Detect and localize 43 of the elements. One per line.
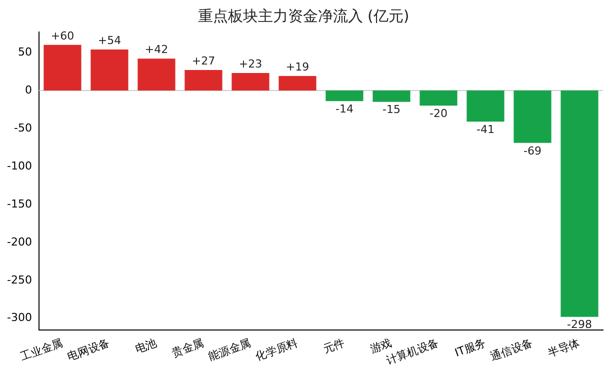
bar xyxy=(372,90,410,102)
y-tick-label: -200 xyxy=(6,235,32,248)
bar xyxy=(514,90,552,143)
chart-title: 重点板块主力资金净流入 (亿元) xyxy=(198,6,410,25)
bar xyxy=(278,76,316,90)
y-tick-label: -50 xyxy=(14,121,32,134)
y-tick-label: -100 xyxy=(6,159,32,172)
data-label: +60 xyxy=(50,29,74,42)
x-tick-label: 能源金属 xyxy=(206,336,252,364)
data-label: +54 xyxy=(98,34,122,47)
bar xyxy=(90,49,128,90)
bar xyxy=(232,73,270,90)
bar xyxy=(326,90,364,102)
bar xyxy=(466,90,504,122)
data-label: +42 xyxy=(144,42,168,56)
y-tick-label: -250 xyxy=(6,273,32,286)
data-label: +23 xyxy=(238,57,262,70)
data-label: -69 xyxy=(524,144,542,158)
x-tick-label: 工业金属 xyxy=(18,336,64,364)
bar xyxy=(138,58,176,90)
y-tick-label: 50 xyxy=(18,45,32,58)
bar xyxy=(560,90,598,317)
x-tick-label: 电网设备 xyxy=(66,336,112,364)
data-label: -15 xyxy=(382,103,400,116)
bar xyxy=(44,44,82,90)
bar xyxy=(420,90,458,106)
data-label: -298 xyxy=(567,318,592,332)
y-tick-label: -150 xyxy=(6,197,32,210)
x-tick-label: IT服务 xyxy=(453,336,488,360)
data-label: +27 xyxy=(192,54,216,68)
x-tick-label: 电池 xyxy=(133,336,158,356)
x-tick-label: 元件 xyxy=(321,336,346,356)
x-tick-label: 半导体 xyxy=(546,336,582,360)
bar xyxy=(184,70,222,90)
data-label: +19 xyxy=(286,60,310,74)
y-tick-label: -300 xyxy=(6,311,32,324)
data-label: -20 xyxy=(430,107,448,120)
x-tick-label: 贵金属 xyxy=(170,336,206,360)
x-tick-label: 通信设备 xyxy=(488,336,534,364)
x-tick-label: 化学原料 xyxy=(254,336,300,364)
y-tick-label: 0 xyxy=(24,83,32,96)
data-label: -14 xyxy=(336,102,354,116)
data-label: -41 xyxy=(476,123,494,136)
